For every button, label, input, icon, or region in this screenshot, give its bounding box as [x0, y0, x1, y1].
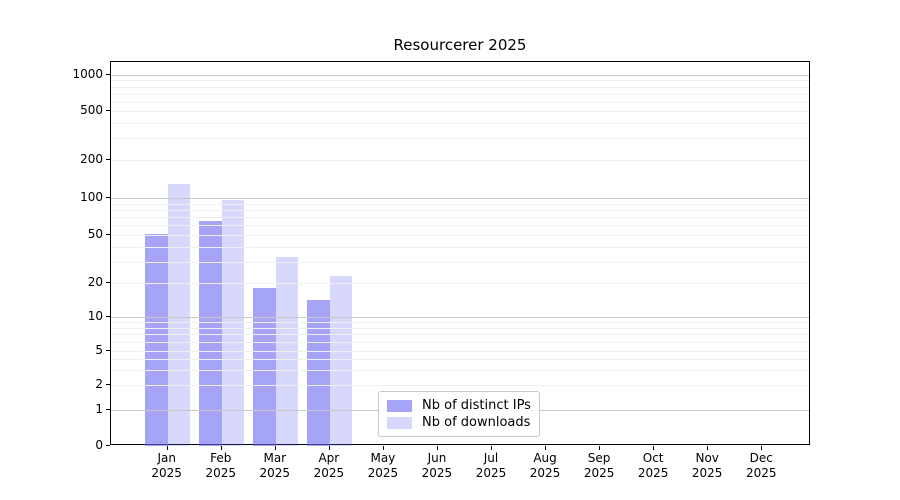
legend-label: Nb of downloads — [422, 414, 531, 430]
y-gridline-minor — [111, 80, 809, 82]
y-gridline-major — [111, 317, 809, 318]
legend-row: Nb of distinct IPs — [387, 397, 531, 414]
x-tick-mark — [220, 446, 222, 450]
y-gridline-minor — [111, 369, 809, 371]
x-tick-mark — [166, 446, 168, 450]
y-gridline-minor — [111, 385, 809, 386]
y-tick-label: 10 — [87, 309, 103, 323]
x-tick-label-mar: Mar 2025 — [259, 451, 291, 480]
x-tick-mark — [436, 446, 438, 450]
x-tick-label-aug: Aug 2025 — [529, 451, 561, 480]
gridlines-layer — [111, 62, 809, 444]
y-tick-label: 500 — [80, 103, 103, 117]
legend-swatch-icon — [387, 399, 412, 412]
y-gridline-minor — [111, 235, 809, 236]
bar-apr-distinct-ips — [307, 300, 330, 446]
y-gridline-minor — [111, 225, 809, 227]
x-tick-label-may: May 2025 — [367, 451, 399, 480]
y-gridline-minor — [111, 122, 809, 124]
x-tick-mark — [653, 446, 655, 450]
bar-jan-distinct-ips — [145, 233, 168, 446]
y-tick-mark — [106, 384, 110, 385]
y-gridline-minor — [111, 203, 809, 205]
y-tick-mark — [106, 445, 110, 446]
x-tick-label-nov: Nov 2025 — [691, 451, 723, 480]
x-tick-mark — [491, 446, 492, 450]
y-tick-mark — [106, 197, 110, 198]
y-gridline-minor — [111, 261, 809, 263]
x-tick-label-jun: Jun 2025 — [421, 451, 453, 480]
x-tick-label-jan: Jan 2025 — [151, 451, 182, 480]
y-gridline-minor — [111, 342, 809, 344]
x-tick-label-jul: Jul 2025 — [475, 451, 507, 480]
bar-jan-downloads — [167, 183, 191, 446]
y-tick-label: 100 — [80, 190, 103, 204]
y-gridline-minor — [111, 138, 809, 140]
y-gridline-minor — [111, 209, 809, 211]
x-tick-label-dec: Dec 2025 — [745, 451, 777, 480]
x-tick-mark — [761, 446, 763, 450]
y-gridline-major — [111, 75, 809, 76]
y-gridline-minor — [111, 351, 809, 352]
y-tick-label: 200 — [80, 152, 103, 166]
y-gridline-minor — [111, 334, 809, 336]
x-tick-mark — [599, 446, 601, 450]
y-gridline-minor — [111, 93, 809, 95]
y-tick-label: 1 — [95, 402, 103, 416]
y-tick-label: 20 — [87, 275, 103, 289]
x-tick-mark — [382, 446, 384, 450]
x-tick-mark — [545, 446, 547, 450]
y-gridline-minor — [111, 111, 809, 112]
y-gridline-minor — [111, 327, 809, 329]
y-gridline-minor — [111, 160, 809, 161]
plot-area — [110, 61, 810, 446]
y-gridline-minor — [111, 246, 809, 248]
legend: Nb of distinct IPs Nb of downloads — [378, 391, 540, 437]
x-tick-label-sep: Sep 2025 — [583, 451, 615, 480]
x-tick-label-feb: Feb 2025 — [205, 451, 237, 480]
y-gridline-minor — [111, 283, 809, 284]
legend-row: Nb of downloads — [387, 414, 531, 431]
legend-label: Nb of distinct IPs — [422, 397, 531, 413]
x-tick-mark — [328, 446, 330, 450]
legend-swatch-icon — [387, 416, 412, 429]
chart-title: Resourcerer 2025 — [393, 36, 527, 54]
y-tick-mark — [106, 409, 110, 410]
y-gridline-minor — [111, 86, 809, 88]
y-gridline-minor — [111, 217, 809, 219]
bar-apr-downloads — [329, 275, 353, 446]
bar-mar-distinct-ips — [253, 288, 276, 446]
y-tick-label: 1000 — [72, 67, 103, 81]
x-tick-mark — [274, 446, 276, 450]
y-tick-mark — [106, 234, 110, 235]
y-tick-mark — [106, 159, 110, 160]
y-tick-label: 2 — [95, 377, 103, 391]
y-tick-mark — [106, 316, 110, 317]
y-tick-mark — [106, 110, 110, 111]
x-tick-label-apr: Apr 2025 — [313, 451, 345, 480]
y-tick-label: 5 — [95, 343, 103, 357]
y-tick-label: 50 — [87, 227, 103, 241]
y-tick-mark — [106, 350, 110, 351]
y-tick-mark — [106, 74, 110, 75]
y-tick-mark — [106, 282, 110, 283]
y-gridline-minor — [111, 359, 809, 361]
x-tick-mark — [707, 446, 709, 450]
y-gridline-minor — [111, 322, 809, 324]
y-gridline-minor — [111, 101, 809, 103]
x-tick-label-oct: Oct 2025 — [637, 451, 669, 480]
y-tick-label: 0 — [95, 438, 103, 452]
y-gridline-major — [111, 198, 809, 199]
bar-feb-distinct-ips — [199, 220, 222, 446]
